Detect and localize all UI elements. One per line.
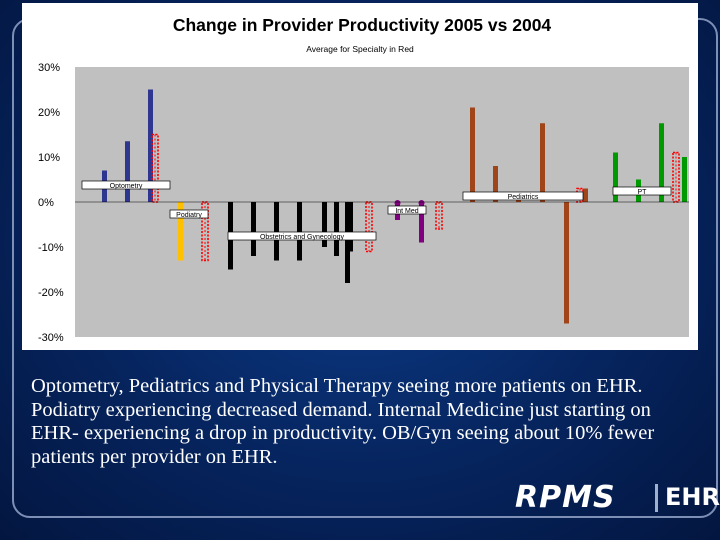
- y-tick-label: -10%: [38, 242, 64, 254]
- average-bar: [365, 201, 373, 253]
- average-bar: [151, 133, 159, 203]
- chart-panel: Change in Provider Productivity 2005 vs …: [22, 3, 698, 350]
- bar: [148, 89, 153, 202]
- y-axis-ticks: 30% 20% 10% 0% -10% -20% -30%: [38, 62, 64, 344]
- productivity-chart: Change in Provider Productivity 2005 vs …: [38, 15, 689, 344]
- bar: [470, 107, 475, 202]
- group-obstetrics-and-gynecology: Obstetrics and Gynecology: [227, 201, 377, 283]
- logo-divider: [655, 484, 658, 512]
- bar: [613, 152, 618, 202]
- bar: [419, 202, 424, 243]
- bar: [322, 202, 327, 247]
- bar: [348, 202, 353, 252]
- bar: [125, 141, 130, 202]
- average-bar: [435, 201, 443, 230]
- group-podiatry: Podiatry: [169, 201, 209, 262]
- bar: [583, 188, 588, 202]
- category-label: PT: [638, 189, 648, 196]
- category-label-box: [612, 186, 672, 196]
- bar: [274, 202, 279, 261]
- average-bar-outline: [435, 201, 443, 230]
- bar: [345, 202, 350, 283]
- y-tick-label: 20%: [38, 107, 60, 119]
- caption-text: Optometry, Pediatrics and Physical Thera…: [31, 375, 655, 468]
- logo-ehr: EHR: [665, 483, 720, 511]
- y-tick-label: -30%: [38, 332, 64, 344]
- average-bar: [672, 151, 680, 203]
- bar: [682, 157, 687, 202]
- bar: [251, 202, 256, 256]
- category-label: Obstetrics and Gynecology: [260, 234, 345, 241]
- bar: [334, 202, 339, 256]
- bar-marker: [394, 200, 401, 206]
- y-tick-label: -20%: [38, 287, 64, 299]
- category-label-box: [81, 180, 171, 190]
- bar: [564, 202, 569, 324]
- category-label-box: [227, 231, 377, 241]
- bar: [297, 202, 302, 261]
- average-bar-outline: [151, 133, 159, 203]
- group-pt: PT: [612, 123, 687, 203]
- chart-subtitle: Average for Specialty in Red: [306, 44, 414, 54]
- group-optometry: Optometry: [81, 89, 171, 203]
- category-label: Podiatry: [176, 212, 202, 219]
- logo-rpms: RPMS: [515, 480, 616, 515]
- y-tick-label: 10%: [38, 152, 60, 164]
- category-label: Pediatrics: [508, 194, 539, 201]
- y-tick-label: 0%: [38, 197, 54, 209]
- bar: [659, 123, 664, 202]
- bars-layer: Optometry Podiatry Obstetrics and Gynecolo…: [75, 89, 689, 324]
- bar: [493, 166, 498, 202]
- rpms-ehr-logo: RPMS EHR: [515, 478, 720, 518]
- category-label: Optometry: [110, 183, 143, 190]
- bar: [540, 123, 545, 202]
- bar-marker: [418, 200, 425, 206]
- category-label-box: [387, 205, 427, 215]
- category-label-box: [169, 209, 209, 219]
- category-label-box: [462, 191, 584, 201]
- category-label: Int Med: [395, 208, 418, 215]
- bar: [178, 202, 183, 261]
- group-int-med: Int Med: [387, 200, 443, 243]
- y-tick-label: 30%: [38, 62, 60, 74]
- chart-title: Change in Provider Productivity 2005 vs …: [173, 15, 552, 35]
- average-bar-outline: [201, 201, 209, 262]
